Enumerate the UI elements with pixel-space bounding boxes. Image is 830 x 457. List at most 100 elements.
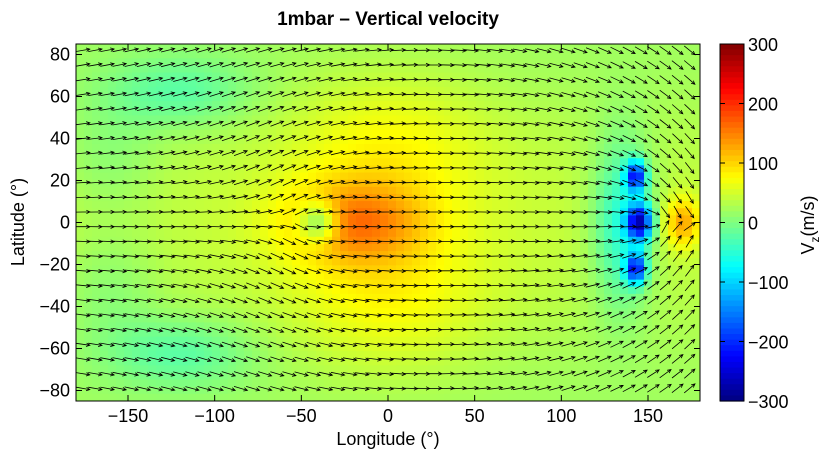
wind-vector (585, 341, 600, 348)
heatmap-cell (148, 86, 157, 95)
heatmap-cell (276, 365, 285, 374)
heatmap-cell (396, 315, 405, 324)
heatmap-cell (468, 358, 477, 366)
heatmap-cell (500, 115, 509, 124)
heatmap-cell (468, 179, 477, 188)
heatmap-cell (268, 193, 277, 202)
heatmap-cell (340, 65, 349, 74)
heatmap-cell (92, 243, 101, 252)
heatmap-cell (156, 358, 165, 366)
heatmap-cell (140, 72, 149, 81)
heatmap-cell (292, 243, 301, 252)
wind-vector (524, 48, 540, 54)
heatmap-cell (636, 58, 645, 67)
heatmap-cell (188, 108, 197, 116)
wind-vector (306, 135, 321, 141)
wind-vector (672, 279, 683, 291)
wind-vector (647, 325, 660, 334)
wind-vector (342, 254, 358, 259)
wind-vector (354, 239, 370, 244)
heatmap-cell (284, 136, 293, 145)
wind-vector (476, 283, 492, 288)
wind-vector (76, 283, 91, 288)
heatmap-cell (316, 201, 325, 209)
heatmap-cell (212, 122, 221, 131)
heatmap-cell (84, 158, 93, 166)
wind-vector (403, 165, 419, 170)
heatmap-cell (564, 129, 573, 138)
wind-vector (585, 91, 600, 98)
wind-vector (136, 91, 152, 97)
wind-vector (318, 120, 334, 126)
wind-vector (659, 177, 672, 189)
heatmap-cell (116, 372, 125, 381)
heatmap-cell (268, 393, 277, 401)
wind-vector (622, 267, 637, 274)
heatmap-cell (396, 293, 405, 302)
heatmap-cell (140, 393, 149, 401)
heatmap-cell (188, 201, 197, 209)
heatmap-cell (148, 58, 157, 67)
heatmap-cell (188, 258, 197, 266)
wind-vector (367, 165, 383, 170)
heatmap-cell (212, 143, 221, 152)
heatmap-cell (620, 379, 629, 388)
heatmap-cell (164, 151, 173, 159)
heatmap-cell (244, 365, 253, 374)
heatmap-cell (548, 151, 557, 159)
heatmap-cell (692, 379, 700, 388)
heatmap-cell (548, 365, 557, 374)
heatmap-cell (196, 308, 205, 316)
heatmap-cell (564, 315, 573, 324)
wind-vector (270, 282, 285, 289)
heatmap-cell (612, 243, 621, 252)
wind-vector (354, 254, 370, 259)
heatmap-cell (684, 243, 693, 252)
heatmap-cell (644, 308, 653, 316)
heatmap-cell (196, 393, 205, 401)
heatmap-cell (508, 236, 517, 245)
heatmap-cell (492, 79, 501, 88)
heatmap-cell (100, 215, 109, 224)
heatmap-cell (236, 122, 245, 131)
heatmap-cell (612, 201, 621, 209)
heatmap-cell (444, 258, 453, 266)
heatmap-cell (444, 279, 453, 288)
heatmap-cell (116, 65, 125, 74)
heatmap-cell (676, 201, 685, 209)
heatmap-cell (476, 258, 485, 266)
heatmap-cell (340, 172, 349, 181)
wind-vector (391, 180, 407, 185)
heatmap-cell (100, 329, 109, 338)
heatmap-cell (628, 365, 637, 374)
heatmap-cell (220, 158, 229, 166)
wind-vector (452, 312, 468, 317)
heatmap-cell (332, 343, 341, 352)
heatmap-cell (428, 386, 437, 395)
heatmap-cell (180, 272, 189, 281)
heatmap-cell (660, 208, 669, 216)
heatmap-cell (460, 93, 469, 102)
heatmap-cell (300, 122, 309, 131)
heatmap-cell (100, 86, 109, 95)
heatmap-cell (164, 379, 173, 388)
heatmap-cell (356, 79, 365, 88)
heatmap-cell (420, 179, 429, 188)
heatmap-cell (124, 172, 133, 181)
heatmap-cell (676, 251, 685, 259)
heatmap-cell (252, 365, 261, 374)
heatmap-cell (76, 315, 85, 324)
heatmap-cell (676, 215, 685, 224)
heatmap-cell (540, 315, 549, 324)
wind-vector (100, 239, 116, 244)
heatmap-cell (548, 336, 557, 345)
heatmap-cell (364, 336, 373, 345)
heatmap-cell (276, 136, 285, 145)
wind-vector (549, 341, 564, 347)
wind-vector (282, 224, 297, 230)
heatmap-cell (308, 151, 317, 159)
heatmap-cell (684, 308, 693, 316)
heatmap-cell (668, 322, 677, 331)
heatmap-cell (292, 93, 301, 102)
heatmap-cell (204, 315, 213, 324)
